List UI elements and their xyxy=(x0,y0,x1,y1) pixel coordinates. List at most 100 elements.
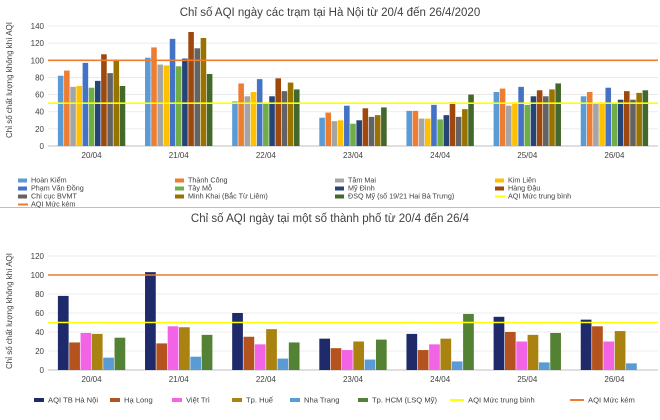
legend2-label-tp-hcm: Tp. HCM (LSQ Mỹ) xyxy=(372,396,437,405)
bar-ha-long-26-04 xyxy=(592,326,603,370)
legend-swatch-hang-dau xyxy=(495,186,504,191)
bar-kim-lien-20-04 xyxy=(76,86,83,146)
bar-nha-trang-24-04 xyxy=(451,361,463,370)
bar-pham-van-dong-24-04 xyxy=(431,104,437,146)
x-tick-label-20-04: 20/04 xyxy=(82,151,103,160)
legend-swatch-kim-lien xyxy=(495,178,504,183)
bar-tp-hcm-lsq-my-22-04 xyxy=(288,342,300,370)
bar-my-dinh-21-04 xyxy=(182,58,188,147)
bar-ha-long-23-04 xyxy=(330,348,342,370)
legend-label-hang-dau: Hàng Đậu xyxy=(508,184,540,193)
bar-pham-van-dong-21-04 xyxy=(169,38,176,146)
bar-thanh-cong-21-04 xyxy=(151,47,157,146)
legend-swatch-hoan-kiem xyxy=(18,178,27,183)
bar-tay-mo-21-04 xyxy=(175,66,182,146)
legend2-swatch-tp-hcm xyxy=(358,398,368,402)
bar-tp-hue-22-04 xyxy=(266,329,277,370)
legend-swatch-pham-van-dong xyxy=(18,186,27,191)
y-tick-label: 40 xyxy=(35,108,44,117)
legend2-label-tp-hue: Tp. Huế xyxy=(246,396,274,405)
bar-pham-van-dong-25-04 xyxy=(518,86,524,146)
legend-swatch-minh-khai xyxy=(175,194,184,199)
x-tick-label-25-04: 25/04 xyxy=(517,151,538,160)
x-tick-label-20-04: 20/04 xyxy=(82,375,103,384)
legend-label-dsq-my: ĐSQ Mỹ (số 19/21 Hai Bà Trưng) xyxy=(348,192,454,201)
bar-viet-tri-20-04 xyxy=(80,332,92,370)
chart2-ylabel: Chỉ số chất lượng không khí AQI xyxy=(5,253,14,369)
legend-label-thanh-cong: Thành Công xyxy=(188,176,228,185)
bar-my-dinh-24-04 xyxy=(443,115,450,146)
bar-tam-mai-26-04 xyxy=(593,104,599,146)
legend-label-aqi-kem: AQI Mức kém xyxy=(31,200,75,209)
bar-pham-van-dong-26-04 xyxy=(605,87,612,146)
bar-my-dinh-22-04 xyxy=(269,96,275,146)
x-tick-label-23-04: 23/04 xyxy=(343,151,364,160)
bar-aqi-tb-ha-noi-22-04 xyxy=(232,313,243,370)
bar-chi-cuc-bvmt-20-04 xyxy=(107,73,113,146)
bar-tay-mo-24-04 xyxy=(437,119,443,146)
bar-tam-mai-24-04 xyxy=(418,118,425,146)
bar-nha-trang-26-04 xyxy=(626,363,637,370)
bar-tp-hcm-lsq-my-20-04 xyxy=(114,337,126,370)
bar-hoan-kiem-24-04 xyxy=(406,110,413,146)
bar-aqi-tb-ha-noi-24-04 xyxy=(406,333,418,370)
bar-thanh-cong-20-04 xyxy=(64,70,70,146)
chart1-legend: Hoàn Kiếm Thành Công Tâm Mai Kim Liên Ph… xyxy=(18,176,571,209)
bar-tp-hcm-lsq-my-23-04 xyxy=(375,339,387,370)
legend2-swatch-nha-trang xyxy=(290,398,300,402)
legend2-swatch-tp-hue xyxy=(232,398,242,402)
bar-tp-hue-23-04 xyxy=(353,341,365,370)
bar-ha-long-21-04 xyxy=(156,343,168,370)
x-tick-label-26-04: 26/04 xyxy=(604,151,625,160)
y-tick-label: 120 xyxy=(31,39,45,48)
legend-swatch-tam-mai xyxy=(335,178,344,183)
legend-label-tay-mo: Tây Mỗ xyxy=(188,184,212,193)
bar-viet-tri-21-04 xyxy=(167,326,179,370)
bar-tay-mo-20-04 xyxy=(88,87,95,146)
y-tick-label: 100 xyxy=(31,271,45,280)
bar-thanh-cong-26-04 xyxy=(586,92,593,146)
x-tick-label-22-04: 22/04 xyxy=(256,151,277,160)
bar-kim-lien-21-04 xyxy=(163,65,170,146)
chart-hanoi-stations: Chỉ số AQI ngày các trạm tại Hà Nội từ 2… xyxy=(5,7,658,209)
bar-my-dinh-23-04 xyxy=(356,120,362,146)
legend-swatch-chi-cuc-bvmt xyxy=(18,194,27,199)
bar-minh-khai-bac-tu-liem-21-04 xyxy=(200,38,207,146)
legend2-swatch-tb-hanoi xyxy=(34,398,44,402)
legend2-label-nha-trang: Nha Trang xyxy=(304,396,339,405)
legend2-label-ha-long: Hạ Long xyxy=(124,396,153,405)
bar-dsq-my-so-19-21-hai-ba-trung-20-04 xyxy=(119,86,126,146)
bar-dsq-my-so-19-21-hai-ba-trung-22-04 xyxy=(293,89,300,146)
bar-pham-van-dong-22-04 xyxy=(256,79,263,146)
bar-thanh-cong-24-04 xyxy=(412,110,419,146)
chart2-title: Chỉ số AQI ngày tại một số thành phố từ … xyxy=(191,213,470,225)
bar-pham-van-dong-20-04 xyxy=(82,62,89,146)
bar-nha-trang-25-04 xyxy=(538,362,550,370)
legend-label-minh-khai: Minh Khai (Bắc Từ Liêm) xyxy=(188,192,268,201)
x-tick-label-24-04: 24/04 xyxy=(430,375,451,384)
bar-aqi-tb-ha-noi-23-04 xyxy=(319,338,331,370)
bar-hoan-kiem-20-04 xyxy=(57,75,64,146)
legend-label-hoan-kiem: Hoàn Kiếm xyxy=(31,176,67,185)
y-tick-label: 40 xyxy=(35,328,44,337)
bar-viet-tri-25-04 xyxy=(516,341,527,370)
chart1-ylabel: Chỉ số chất lượng không khí AQI xyxy=(5,22,14,138)
bar-chi-cuc-bvmt-23-04 xyxy=(368,116,375,146)
legend-swatch-dsq-my xyxy=(335,194,344,199)
bar-chi-cuc-bvmt-21-04 xyxy=(194,48,201,146)
bar-kim-lien-23-04 xyxy=(337,120,344,146)
bar-kim-lien-22-04 xyxy=(250,92,257,146)
bar-thanh-cong-25-04 xyxy=(499,88,506,146)
legend-swatch-thanh-cong xyxy=(175,178,184,183)
bar-viet-tri-23-04 xyxy=(341,350,353,370)
bar-nha-trang-23-04 xyxy=(364,359,376,370)
legend2-label-viet-tri: Việt Trì xyxy=(186,396,210,405)
bar-hang-dau-23-04 xyxy=(362,108,369,146)
bar-nha-trang-22-04 xyxy=(277,358,289,370)
bar-thanh-cong-22-04 xyxy=(238,83,244,146)
bar-tp-hue-24-04 xyxy=(440,338,452,370)
bar-tp-hue-20-04 xyxy=(91,333,103,370)
bar-hang-dau-26-04 xyxy=(623,91,630,146)
x-tick-label-21-04: 21/04 xyxy=(169,375,190,384)
